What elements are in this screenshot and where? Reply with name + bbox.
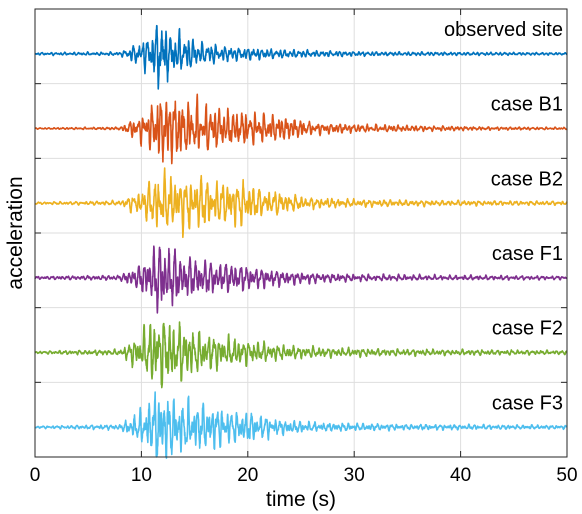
series-label: case F2 [492, 318, 563, 340]
series-label: case F3 [492, 392, 563, 414]
x-tick-label: 10 [131, 465, 152, 486]
axis-ticks: 0 10 20 30 40 50 [30, 9, 578, 486]
series-label: observed site [444, 19, 563, 41]
series-line [34, 245, 568, 314]
series-line [34, 321, 568, 389]
trace-labels: observed site case B1 case B2 case F1 case F… [444, 19, 563, 414]
series-line [34, 93, 568, 165]
x-axis-label: time (s) [266, 488, 336, 511]
x-tick-label: 20 [237, 465, 258, 486]
series-line [34, 167, 568, 239]
series-label: case F1 [492, 243, 563, 265]
series-line [34, 24, 568, 90]
series-label: case B2 [491, 168, 563, 190]
traces [34, 24, 568, 459]
series-label: case B1 [491, 94, 563, 116]
series-line [34, 391, 568, 459]
x-tick-label: 30 [344, 465, 365, 486]
y-axis-label: acceleration [4, 176, 27, 289]
x-tick-label: 40 [450, 465, 471, 486]
grid [35, 9, 567, 457]
x-tick-label: 0 [30, 465, 41, 486]
x-tick-label: 50 [556, 465, 577, 486]
